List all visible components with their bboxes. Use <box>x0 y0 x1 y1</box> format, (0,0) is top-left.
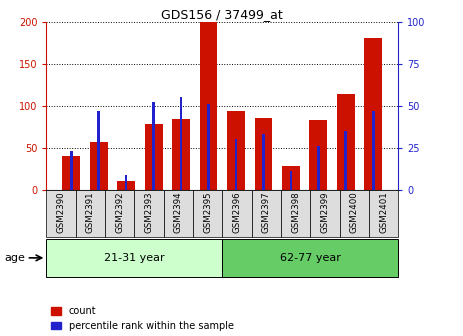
Bar <box>105 190 134 237</box>
Bar <box>46 239 222 277</box>
Bar <box>262 134 265 190</box>
Bar <box>281 190 310 237</box>
Bar <box>310 190 339 237</box>
Bar <box>200 22 218 190</box>
Text: age: age <box>5 253 25 263</box>
Legend: count, percentile rank within the sample: count, percentile rank within the sample <box>51 306 234 331</box>
Bar <box>144 124 163 190</box>
Text: GSM2398: GSM2398 <box>291 191 300 233</box>
Bar <box>97 111 100 190</box>
Text: 21-31 year: 21-31 year <box>104 253 164 263</box>
Text: GSM2394: GSM2394 <box>174 191 183 233</box>
Bar <box>46 190 75 237</box>
Bar <box>309 120 327 190</box>
Bar <box>222 190 251 237</box>
Text: GSM2401: GSM2401 <box>379 191 388 233</box>
Bar <box>125 175 127 190</box>
Bar <box>117 181 135 190</box>
Bar <box>75 190 105 237</box>
Bar <box>70 151 73 190</box>
Bar <box>251 190 281 237</box>
Bar <box>235 139 238 190</box>
Bar <box>172 119 190 190</box>
Bar <box>193 190 222 237</box>
Bar <box>369 190 398 237</box>
Bar <box>255 119 272 190</box>
Bar <box>317 146 319 190</box>
Bar <box>339 190 369 237</box>
Bar <box>152 102 155 190</box>
Bar <box>63 156 80 190</box>
Text: GSM2400: GSM2400 <box>350 191 359 233</box>
Bar <box>222 239 398 277</box>
Text: GSM2392: GSM2392 <box>115 191 124 233</box>
Bar <box>337 94 355 190</box>
Text: 62-77 year: 62-77 year <box>280 253 341 263</box>
Bar <box>282 166 300 190</box>
Bar <box>372 111 375 190</box>
Bar <box>289 171 292 190</box>
Text: GSM2391: GSM2391 <box>86 191 95 233</box>
Text: GSM2397: GSM2397 <box>262 191 271 233</box>
Text: GSM2395: GSM2395 <box>203 191 212 233</box>
Bar <box>90 142 107 190</box>
Title: GDS156 / 37499_at: GDS156 / 37499_at <box>162 8 283 21</box>
Bar <box>134 190 163 237</box>
Bar <box>364 38 382 190</box>
Bar <box>227 111 245 190</box>
Text: GSM2393: GSM2393 <box>144 191 153 233</box>
Bar <box>207 104 210 190</box>
Bar <box>344 131 347 190</box>
Bar <box>163 190 193 237</box>
Bar <box>180 97 182 190</box>
Text: GSM2399: GSM2399 <box>320 191 329 233</box>
Text: GSM2396: GSM2396 <box>232 191 241 233</box>
Text: GSM2390: GSM2390 <box>56 191 65 233</box>
